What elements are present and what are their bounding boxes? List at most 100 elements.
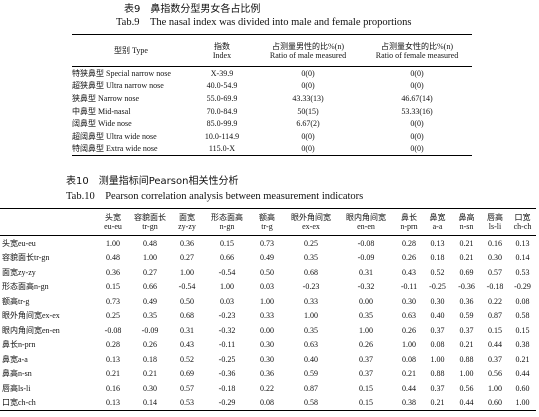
table-cell: 0(0) bbox=[301, 131, 315, 141]
table-cell: 0.68 bbox=[304, 267, 318, 277]
table-cell: 0.15 bbox=[359, 383, 373, 393]
header-line: 型别 Type bbox=[114, 46, 148, 55]
table-cell: -0.09 bbox=[141, 325, 159, 335]
header-line: 面宽 bbox=[179, 213, 195, 222]
header-line: eu-eu bbox=[104, 222, 122, 231]
table-cell: 1.00 bbox=[106, 238, 120, 248]
header-cell: 口宽 ch-ch bbox=[509, 208, 536, 236]
header-cell: 占测量女性的比%(n) Ratio of female measured bbox=[362, 34, 472, 67]
table-cell: 0.52 bbox=[430, 267, 445, 277]
table-cell: 0.69 bbox=[459, 267, 474, 277]
table-cell: 0.40 bbox=[430, 311, 445, 321]
table-row: 超阔鼻型 Ultra wide nose 10.0-114.9 0(0) 0(0) bbox=[72, 130, 472, 143]
table-cell: 0.37 bbox=[359, 369, 373, 379]
table-cell: -0.54 bbox=[178, 282, 196, 292]
table-cell: 0(0) bbox=[410, 131, 424, 141]
table-cell: 0.57 bbox=[488, 267, 502, 277]
table-cell: 1.00 bbox=[459, 369, 474, 379]
table-row: 狭鼻型 Narrow nose 55.0-69.9 43.33(13) 46.67(1… bbox=[72, 92, 472, 105]
table-subtitle: Tab.9 The nasal index was divided into m… bbox=[116, 17, 412, 28]
table-cell: 0.35 bbox=[359, 311, 373, 321]
table-cell: 0.15 bbox=[220, 238, 234, 248]
table-cell: 0.21 bbox=[143, 369, 157, 379]
table-cell: 0.14 bbox=[143, 398, 157, 408]
table-cell: 0.13 bbox=[106, 398, 120, 408]
table-cell: 0.36 bbox=[106, 267, 120, 277]
table-cell: 53.33(16) bbox=[401, 106, 433, 116]
row-label: 中鼻型 Mid-nasal bbox=[72, 106, 131, 116]
header-line: ex-ex bbox=[302, 222, 320, 231]
table-cell: 0.26 bbox=[143, 340, 157, 350]
table-cell: 0.30 bbox=[402, 296, 416, 306]
table-cell: 0.58 bbox=[515, 311, 530, 321]
header-line: 额高 bbox=[259, 213, 275, 222]
table-cell: 0.49 bbox=[260, 253, 274, 263]
table-cell: 0.63 bbox=[304, 340, 318, 350]
table-cell: 0.53 bbox=[515, 267, 530, 277]
table: 型别 Type 指数 Index 占测量男性的比%(n) Ratio of male m… bbox=[72, 34, 472, 157]
row-label: 口宽ch-ch bbox=[2, 398, 36, 408]
table-cell: 1.00 bbox=[304, 311, 318, 321]
table-cell: 0(0) bbox=[410, 81, 424, 91]
table-cell: -0.11 bbox=[218, 340, 236, 350]
table-cell: 0.15 bbox=[488, 325, 502, 335]
table-cell: 0.15 bbox=[515, 325, 530, 335]
header-line: Ratio of female measured bbox=[375, 50, 459, 60]
table-cell: -0.18 bbox=[486, 282, 504, 292]
table-cell: 0.35 bbox=[304, 325, 318, 335]
table-cell: 0.44 bbox=[402, 383, 416, 393]
table-cell: 0.28 bbox=[106, 340, 120, 350]
row-label: 超狭鼻型 Ultra narrow nose bbox=[72, 81, 164, 91]
table-cell: 0.31 bbox=[359, 267, 373, 277]
table-cell: 0.33 bbox=[304, 296, 318, 306]
table-cell: 46.67(14) bbox=[401, 93, 433, 103]
header-line: 唇高 bbox=[487, 213, 503, 222]
table-cell: -0.54 bbox=[218, 267, 236, 277]
table-cell: 0.58 bbox=[304, 398, 318, 408]
header-cell: 额高 tr-g bbox=[249, 208, 285, 236]
table-row: 特阔鼻型 Extra wide nose 115.0-X 0(0) 0(0) bbox=[72, 143, 472, 156]
header-line: ch-ch bbox=[513, 222, 532, 231]
table-cell: 0.14 bbox=[515, 253, 530, 263]
table-cell: 0.44 bbox=[515, 369, 530, 379]
row-label: 形态面高n-gn bbox=[2, 282, 49, 292]
table-cell: 0.21 bbox=[459, 238, 474, 248]
table-cell: 1.00 bbox=[515, 398, 530, 408]
table-cell: 0.25 bbox=[304, 238, 318, 248]
table-row: 面宽zy-zy 0.36 0.27 1.00 -0.54 0.50 0.68 0.31 0.43… bbox=[0, 265, 536, 280]
table-cell: 0.00 bbox=[260, 325, 274, 335]
table-cell: 0.08 bbox=[402, 354, 416, 364]
table-row: 口宽ch-ch 0.13 0.14 0.53 -0.29 0.08 0.58 0.15 0.38… bbox=[0, 396, 536, 411]
table-cell: 1.00 bbox=[260, 296, 274, 306]
table-cell: -0.09 bbox=[357, 253, 375, 263]
table-cell: 0.30 bbox=[488, 253, 502, 263]
table-cell: 0.18 bbox=[143, 354, 157, 364]
table-row: 超狭鼻型 Ultra narrow nose 40.0-54.9 0(0) 0(0) bbox=[72, 80, 472, 93]
header-line: Ratio of male measured bbox=[269, 50, 347, 60]
table-row: 特狭鼻型 Special narrow nose X-39.9 0(0) 0(0) bbox=[72, 67, 472, 80]
table-cell: 0.18 bbox=[430, 253, 445, 263]
table-cell: 0.36 bbox=[180, 238, 194, 248]
table-cell: 0.15 bbox=[359, 398, 373, 408]
table-cell: -0.08 bbox=[357, 238, 375, 248]
table-cell: 10.0-114.9 bbox=[204, 131, 240, 141]
header-cell: 形态面高 n-gn bbox=[205, 208, 249, 236]
row-label: 鼻宽a-a bbox=[2, 354, 28, 364]
table-cell: 0.57 bbox=[180, 383, 194, 393]
table-cell: 1.00 bbox=[143, 253, 157, 263]
table-cell: 85.0-99.9 bbox=[206, 119, 238, 129]
header-cell: 头宽 eu-eu bbox=[95, 208, 131, 236]
header-cell: 容貌面长 tr-gn bbox=[131, 208, 169, 236]
header-line: 口宽 bbox=[514, 213, 531, 222]
table-cell: 0.25 bbox=[106, 311, 120, 321]
table-cell: 0.43 bbox=[180, 340, 194, 350]
table-cell: -0.29 bbox=[218, 398, 236, 408]
table-cell: 0.44 bbox=[459, 398, 474, 408]
table-cell: 0.37 bbox=[488, 354, 502, 364]
header-line: 占测量女性的比%(n) bbox=[381, 41, 453, 51]
table-cell: 0.37 bbox=[359, 354, 373, 364]
table-cell: 0.26 bbox=[402, 325, 416, 335]
table-cell: 0.73 bbox=[106, 296, 120, 306]
table: 头宽 eu-eu 容貌面长 tr-gn 面宽 zy-zy 形态面高 n-gn 额高 tr-g 眼外角… bbox=[0, 208, 536, 411]
table-cell: -0.36 bbox=[218, 369, 236, 379]
